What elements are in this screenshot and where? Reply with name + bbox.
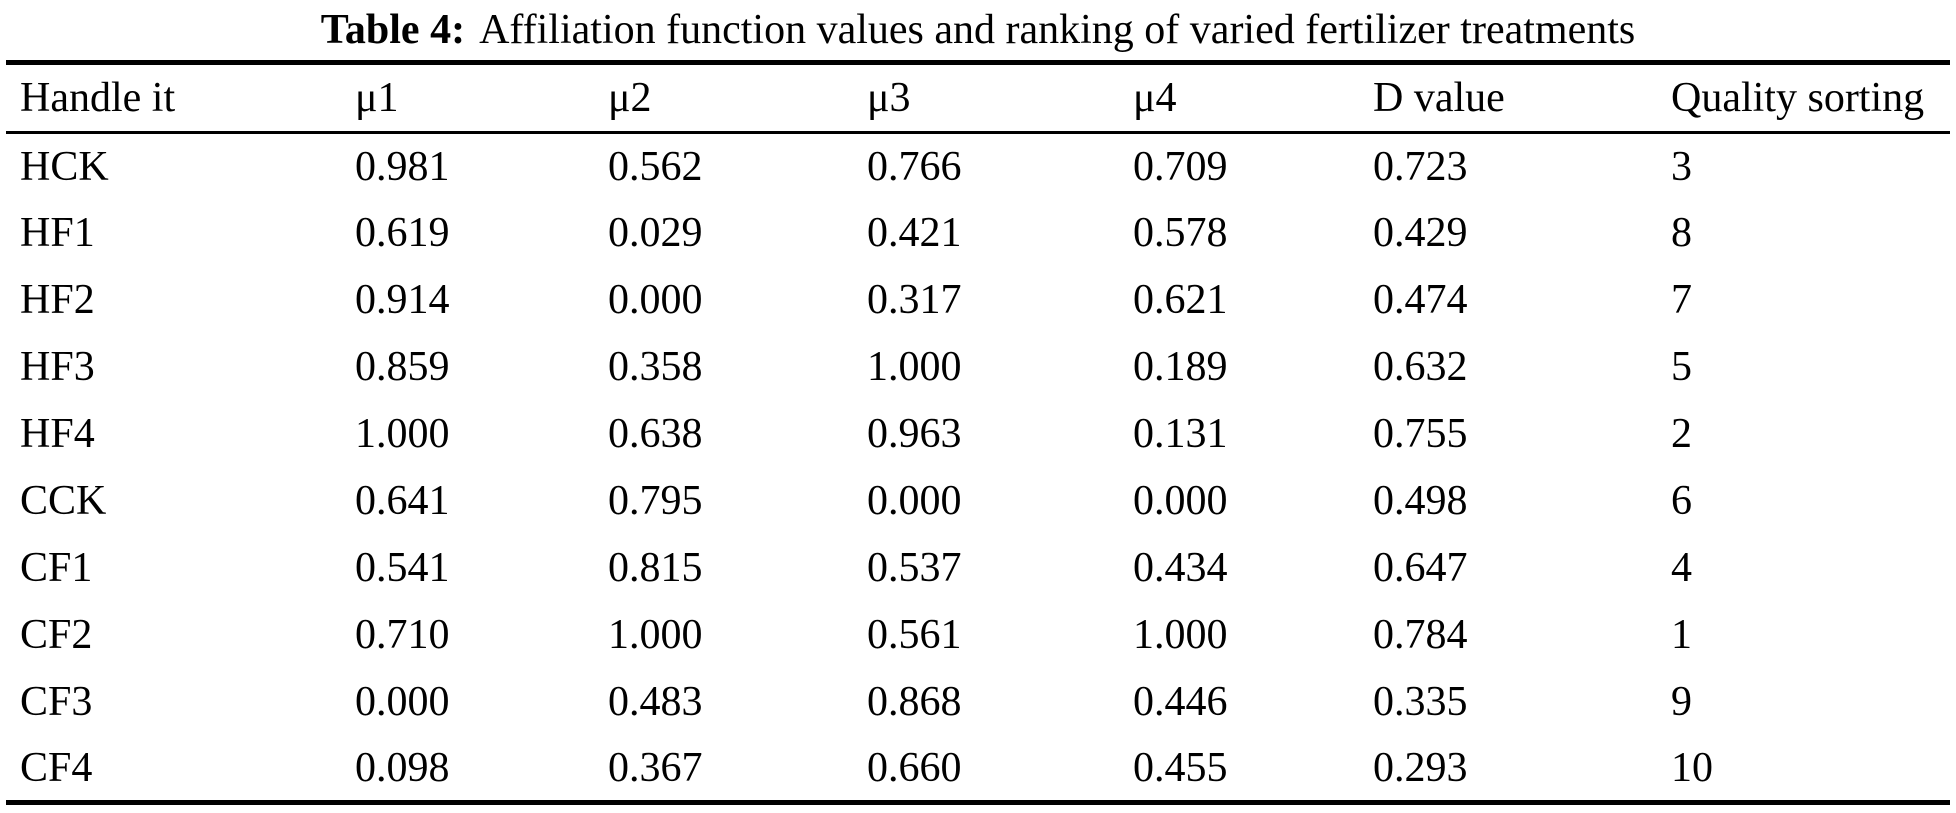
table-caption-label: Table 4: <box>320 7 466 53</box>
column-header-d-value: D value <box>1373 62 1671 134</box>
value-cell: 0.421 <box>867 210 962 256</box>
value-cell: 0.795 <box>608 478 703 524</box>
value-cell: 10 <box>1671 744 1713 791</box>
value-cell: 0.131 <box>1133 411 1228 457</box>
table-caption: Table 4: Affiliation function values and… <box>0 0 1956 60</box>
value-cell: 2 <box>1671 411 1692 457</box>
value-cell: 0.755 <box>1373 411 1468 457</box>
value-cell: 0.029 <box>608 210 703 256</box>
table-row: CF2 0.710 1.000 0.561 1.000 0.784 1 <box>6 602 1950 669</box>
value-cell: 1.000 <box>1133 612 1228 658</box>
treatment-cell: HF3 <box>20 344 95 390</box>
value-cell: 1.000 <box>608 612 703 658</box>
value-cell: 0.434 <box>1133 545 1228 591</box>
column-header-mu1: μ1 <box>355 62 608 134</box>
value-cell: 0.429 <box>1373 210 1468 256</box>
treatment-cell: CF3 <box>20 679 93 725</box>
treatment-cell: CCK <box>20 478 107 524</box>
value-cell: 0.723 <box>1373 143 1468 190</box>
treatment-cell: CF4 <box>20 744 93 791</box>
value-cell: 0.498 <box>1373 478 1468 524</box>
column-header-treatment: Handle it <box>6 62 355 134</box>
value-cell: 0.317 <box>867 277 962 323</box>
value-cell: 0.619 <box>355 210 450 256</box>
value-cell: 0.868 <box>867 679 962 725</box>
value-cell: 0.859 <box>355 344 450 390</box>
value-cell: 0.660 <box>867 744 962 791</box>
value-cell: 6 <box>1671 478 1692 524</box>
table-row: CF1 0.541 0.815 0.537 0.434 0.647 4 <box>6 535 1950 602</box>
table-row: HF2 0.914 0.000 0.317 0.621 0.474 7 <box>6 267 1950 334</box>
table-row: HF3 0.859 0.358 1.000 0.189 0.632 5 <box>6 334 1950 401</box>
value-cell: 0.709 <box>1133 143 1228 190</box>
value-cell: 0.784 <box>1373 612 1468 658</box>
value-cell: 0.483 <box>608 679 703 725</box>
value-cell: 0.710 <box>355 612 450 658</box>
column-header-quality-sorting: Quality sorting <box>1671 62 1950 134</box>
value-cell: 0.561 <box>867 612 962 658</box>
table-row: CCK 0.641 0.795 0.000 0.000 0.498 6 <box>6 468 1950 535</box>
value-cell: 1 <box>1671 612 1692 658</box>
value-cell: 0.981 <box>355 143 450 190</box>
table-body: HCK 0.981 0.562 0.766 0.709 0.723 3 HF1 0.619 0.0… <box>6 133 1950 803</box>
table-caption-text: Affiliation function values and ranking … <box>479 7 1636 53</box>
value-cell: 0.621 <box>1133 277 1228 323</box>
value-cell: 0.000 <box>608 277 703 323</box>
header-row: Handle it μ1 μ2 μ3 μ4 D value Quality so… <box>6 62 1950 134</box>
value-cell: 0.914 <box>355 277 450 323</box>
value-cell: 9 <box>1671 679 1692 725</box>
column-header-mu2: μ2 <box>608 62 867 134</box>
value-cell: 0.578 <box>1133 210 1228 256</box>
table-row: CF3 0.000 0.483 0.868 0.446 0.335 9 <box>6 669 1950 736</box>
treatment-cell: CF1 <box>20 545 93 591</box>
value-cell: 1.000 <box>867 344 962 390</box>
value-cell: 0.335 <box>1373 679 1468 725</box>
value-cell: 0.537 <box>867 545 962 591</box>
table-row: HF4 1.000 0.638 0.963 0.131 0.755 2 <box>6 401 1950 468</box>
treatment-cell: HCK <box>20 143 109 190</box>
value-cell: 0.000 <box>867 478 962 524</box>
value-cell: 8 <box>1671 210 1692 256</box>
value-cell: 0.367 <box>608 744 703 791</box>
value-cell: 0.000 <box>355 679 450 725</box>
value-cell: 0.189 <box>1133 344 1228 390</box>
column-header-mu3: μ3 <box>867 62 1133 134</box>
value-cell: 0.541 <box>355 545 450 591</box>
value-cell: 0.455 <box>1133 744 1228 791</box>
value-cell: 0.632 <box>1373 344 1468 390</box>
value-cell: 0.815 <box>608 545 703 591</box>
value-cell: 0.446 <box>1133 679 1228 725</box>
value-cell: 3 <box>1671 143 1692 190</box>
treatment-cell: HF1 <box>20 210 95 256</box>
value-cell: 0.474 <box>1373 277 1468 323</box>
column-header-mu4: μ4 <box>1133 62 1373 134</box>
value-cell: 0.000 <box>1133 478 1228 524</box>
value-cell: 0.638 <box>608 411 703 457</box>
value-cell: 0.293 <box>1373 744 1468 791</box>
value-cell: 0.647 <box>1373 545 1468 591</box>
treatment-cell: HF4 <box>20 411 95 457</box>
value-cell: 4 <box>1671 545 1692 591</box>
value-cell: 1.000 <box>355 411 450 457</box>
value-cell: 7 <box>1671 277 1692 323</box>
affiliation-table: Handle it μ1 μ2 μ3 μ4 D value Quality so… <box>6 60 1950 805</box>
value-cell: 0.358 <box>608 344 703 390</box>
table-row: HCK 0.981 0.562 0.766 0.709 0.723 3 <box>6 133 1950 200</box>
value-cell: 0.098 <box>355 744 450 791</box>
value-cell: 0.641 <box>355 478 450 524</box>
value-cell: 5 <box>1671 344 1692 390</box>
value-cell: 0.963 <box>867 411 962 457</box>
table-row: HF1 0.619 0.029 0.421 0.578 0.429 8 <box>6 200 1950 267</box>
treatment-cell: HF2 <box>20 277 95 323</box>
treatment-cell: CF2 <box>20 612 93 658</box>
table-row: CF4 0.098 0.367 0.660 0.455 0.293 10 <box>6 736 1950 803</box>
value-cell: 0.562 <box>608 143 703 190</box>
value-cell: 0.766 <box>867 143 962 190</box>
